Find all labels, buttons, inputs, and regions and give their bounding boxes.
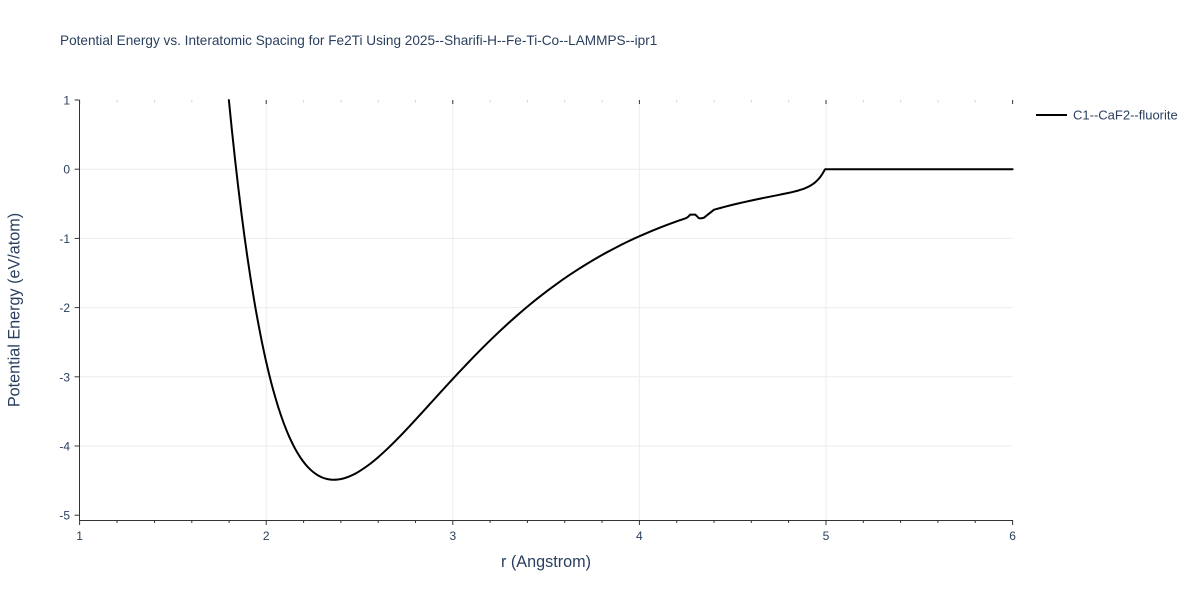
svg-text:0: 0 bbox=[63, 163, 70, 177]
svg-text:-1: -1 bbox=[59, 232, 70, 246]
svg-text:-3: -3 bbox=[59, 370, 70, 384]
svg-text:6: 6 bbox=[1009, 529, 1016, 543]
svg-text:-5: -5 bbox=[59, 509, 70, 523]
svg-text:3: 3 bbox=[449, 529, 456, 543]
svg-text:-2: -2 bbox=[59, 301, 70, 315]
svg-text:1: 1 bbox=[63, 94, 70, 108]
svg-text:4: 4 bbox=[636, 529, 643, 543]
svg-text:C1--CaF2--fluorite: C1--CaF2--fluorite bbox=[1073, 108, 1178, 123]
svg-text:2: 2 bbox=[263, 529, 270, 543]
svg-text:5: 5 bbox=[823, 529, 830, 543]
svg-text:-4: -4 bbox=[59, 440, 70, 454]
svg-text:1: 1 bbox=[76, 529, 83, 543]
